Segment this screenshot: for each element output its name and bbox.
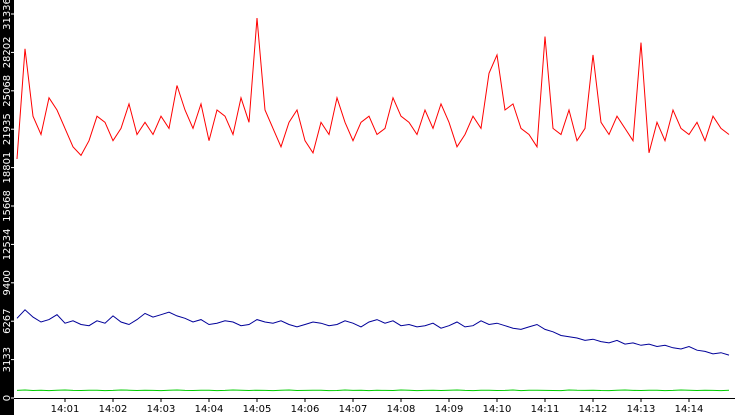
x-tick-label: 14:10 (483, 404, 512, 415)
x-tick-label: 14:04 (195, 404, 224, 415)
x-tick-label: 14:03 (147, 404, 176, 415)
y-tick-label: 31336 (2, 0, 13, 30)
y-tick-label: 21935 (2, 113, 13, 145)
x-tick-label: 14:08 (387, 404, 416, 415)
y-axis-strip (0, 0, 14, 415)
series-line (16, 18, 730, 160)
series-line (16, 389, 730, 392)
x-tick-label: 14:14 (675, 404, 704, 415)
y-tick-label: 12534 (2, 228, 13, 260)
x-tick-label: 14:07 (339, 404, 368, 415)
x-tick-label: 14:02 (99, 404, 128, 415)
y-tick-label: 28202 (2, 36, 13, 68)
series-line (16, 309, 730, 356)
y-tick-label: 9400 (2, 270, 13, 295)
y-tick-label: 15668 (2, 190, 13, 222)
x-tick-label: 14:06 (291, 404, 320, 415)
y-tick-label: 25068 (2, 75, 13, 107)
x-tick-label: 14:12 (579, 404, 608, 415)
x-tick-label: 14:11 (531, 404, 560, 415)
y-tick-label: 6267 (2, 308, 13, 333)
y-tick-label: 18801 (2, 152, 13, 184)
x-tick-label: 14:01 (51, 404, 80, 415)
y-tick-label: 3133 (2, 347, 13, 372)
x-tick-label: 14:09 (435, 404, 464, 415)
x-tick-label: 14:13 (627, 404, 656, 415)
x-tick-label: 14:05 (243, 404, 272, 415)
y-tick-label: 0 (2, 395, 13, 401)
